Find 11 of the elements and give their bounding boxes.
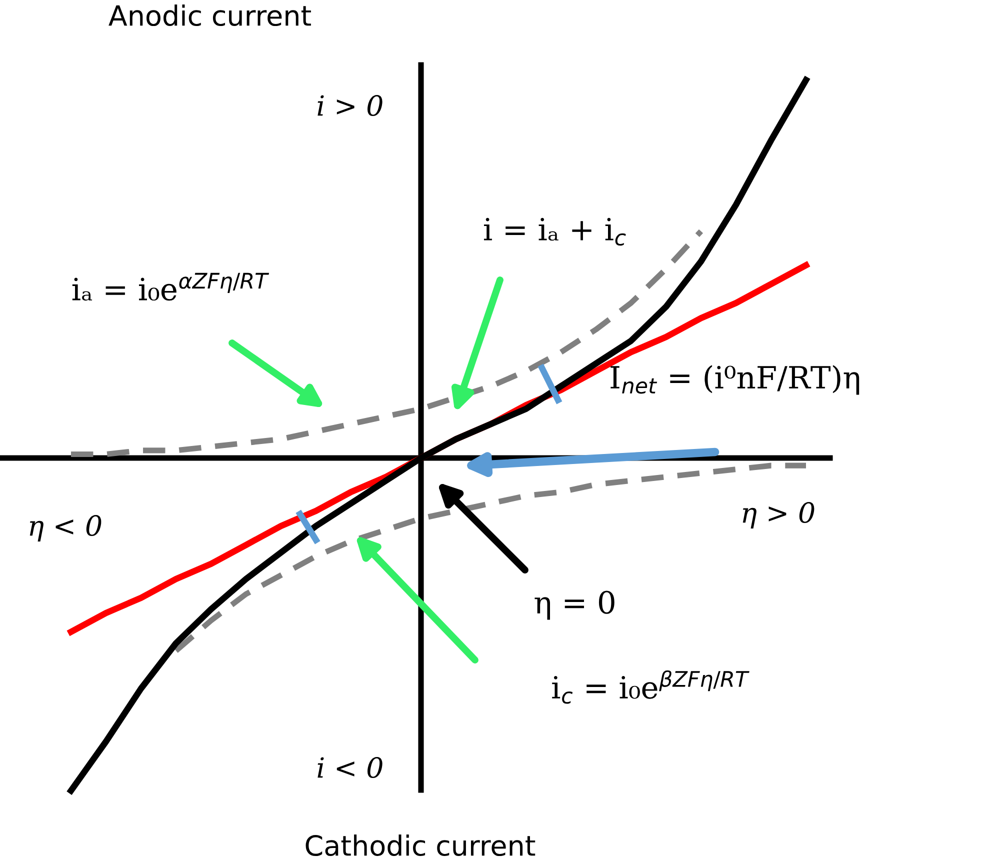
text: Anodic current: [108, 4, 311, 26]
annotation: iₐ = i₀e$^{αZFη/RT}$: [72, 272, 270, 301]
annotation: η < 0: [30, 515, 102, 542]
annotation: I$_{net}$ = (i⁰nF/RT)η: [610, 365, 860, 395]
annotation: i$_{c}$ = i₀e$^{βZFη/RT}$: [552, 670, 750, 704]
annotation: i = iₐ + i$_{c}$: [484, 218, 626, 246]
text: Cathodic current: [306, 834, 536, 856]
annotation: η > 0: [742, 502, 814, 528]
annotation: i > 0: [318, 95, 382, 116]
annotation: i < 0: [318, 757, 382, 778]
annotation: η = 0: [534, 590, 614, 620]
